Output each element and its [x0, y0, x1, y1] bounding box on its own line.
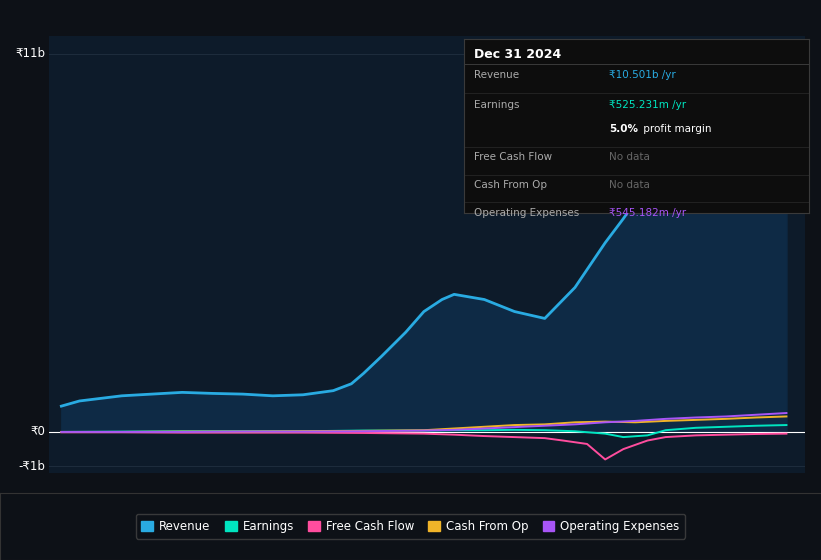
Text: ₹525.231m /yr: ₹525.231m /yr: [608, 100, 686, 110]
Text: 2020: 2020: [470, 500, 499, 512]
Text: ₹10.501b /yr: ₹10.501b /yr: [608, 71, 676, 81]
Text: 2018: 2018: [349, 500, 378, 512]
Text: No data: No data: [608, 180, 649, 190]
Text: 2023: 2023: [651, 500, 681, 512]
Text: 2024: 2024: [711, 500, 741, 512]
Text: Free Cash Flow: Free Cash Flow: [475, 152, 553, 162]
Legend: Revenue, Earnings, Free Cash Flow, Cash From Op, Operating Expenses: Revenue, Earnings, Free Cash Flow, Cash …: [135, 514, 686, 539]
Text: Dec 31 2024: Dec 31 2024: [475, 48, 562, 61]
Text: 2017: 2017: [288, 500, 318, 512]
Text: No data: No data: [608, 152, 649, 162]
Text: ₹545.182m /yr: ₹545.182m /yr: [608, 208, 686, 218]
Text: -₹1b: -₹1b: [19, 460, 45, 473]
Text: Earnings: Earnings: [475, 100, 520, 110]
Text: 2016: 2016: [227, 500, 258, 512]
Text: Operating Expenses: Operating Expenses: [475, 208, 580, 218]
Text: 2015: 2015: [167, 500, 197, 512]
Text: 5.0%: 5.0%: [608, 124, 638, 134]
Text: Cash From Op: Cash From Op: [475, 180, 548, 190]
Text: Revenue: Revenue: [475, 71, 520, 81]
Text: profit margin: profit margin: [640, 124, 711, 134]
Text: 2021: 2021: [530, 500, 560, 512]
Text: ₹11b: ₹11b: [16, 47, 45, 60]
Text: 2019: 2019: [409, 500, 439, 512]
Text: 2022: 2022: [590, 500, 620, 512]
Text: ₹0: ₹0: [30, 426, 45, 438]
